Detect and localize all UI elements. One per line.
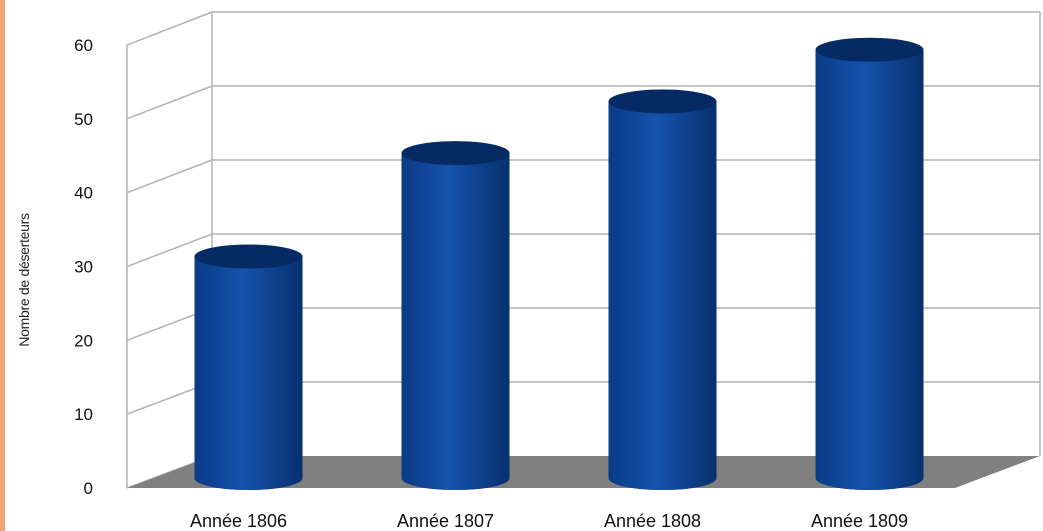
x-tick-label: Année 1807 <box>397 511 494 531</box>
bar-body <box>608 101 717 478</box>
side-gridline <box>126 159 213 194</box>
side-gridline <box>126 233 213 268</box>
side-gridline <box>126 85 213 120</box>
bar-body <box>401 153 510 478</box>
x-tick-label: Année 1806 <box>190 511 287 531</box>
chart-floor <box>127 456 1040 488</box>
bar-année-1809 <box>815 37 924 490</box>
bar-année-1806 <box>194 244 303 490</box>
bar-top-cap <box>194 244 303 269</box>
accent-strip <box>0 0 5 531</box>
x-tick-label: Année 1808 <box>604 511 701 531</box>
y-tick-label: 60 <box>74 36 93 55</box>
side-gridline <box>126 11 213 46</box>
bar-bottom-cap <box>194 466 303 490</box>
bar-top-cap <box>401 141 510 166</box>
y-axis-label: Nombre de déserteurs <box>16 213 32 347</box>
bar-top-cap <box>608 89 717 114</box>
bar-année-1807 <box>401 141 510 490</box>
bar-body <box>194 256 303 478</box>
bar-top-cap <box>815 37 924 62</box>
y-tick-label: 30 <box>74 258 93 277</box>
bar-année-1808 <box>608 89 717 490</box>
bar-bottom-cap <box>815 466 924 490</box>
bar-bottom-cap <box>401 466 510 490</box>
bars <box>194 37 924 490</box>
x-tick-label: Année 1809 <box>811 511 908 531</box>
y-tick-label: 40 <box>74 184 93 203</box>
y-tick-label: 50 <box>74 110 93 129</box>
bar-body <box>815 49 924 479</box>
floor-plane <box>127 456 1040 488</box>
y-tick-label: 20 <box>74 331 93 350</box>
bar-bottom-cap <box>608 466 717 490</box>
y-tick-label: 0 <box>84 479 93 498</box>
y-axis-ticks: 0 10 20 30 40 50 60 <box>74 36 93 498</box>
x-axis-ticks: Année 1806 Année 1807 Année 1808 Année 1809 <box>190 511 908 531</box>
y-tick-label: 10 <box>74 405 93 424</box>
